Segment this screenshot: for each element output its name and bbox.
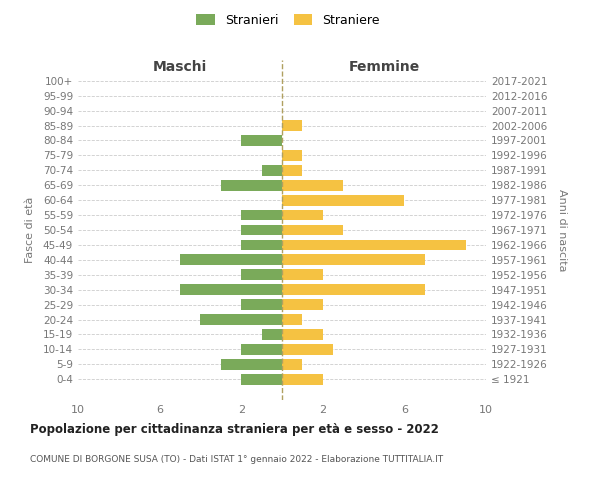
Bar <box>241 135 282 146</box>
Bar <box>241 344 282 354</box>
Bar <box>262 165 282 175</box>
Bar <box>282 329 323 340</box>
Bar <box>221 180 282 190</box>
Bar <box>282 165 302 175</box>
Text: Maschi: Maschi <box>153 60 207 74</box>
Bar <box>241 374 282 384</box>
Bar <box>262 329 282 340</box>
Legend: Stranieri, Straniere: Stranieri, Straniere <box>191 8 385 32</box>
Bar <box>241 270 282 280</box>
Bar <box>221 359 282 370</box>
Bar <box>200 314 282 325</box>
Text: COMUNE DI BORGONE SUSA (TO) - Dati ISTAT 1° gennaio 2022 - Elaborazione TUTTITAL: COMUNE DI BORGONE SUSA (TO) - Dati ISTAT… <box>30 455 443 464</box>
Bar <box>241 299 282 310</box>
Bar <box>282 210 323 220</box>
Y-axis label: Anni di nascita: Anni di nascita <box>557 188 567 271</box>
Bar <box>241 224 282 235</box>
Text: Femmine: Femmine <box>349 60 419 74</box>
Bar <box>282 284 425 295</box>
Text: Popolazione per cittadinanza straniera per età e sesso - 2022: Popolazione per cittadinanza straniera p… <box>30 422 439 436</box>
Bar <box>282 299 323 310</box>
Bar <box>282 195 404 205</box>
Bar <box>282 120 302 131</box>
Bar <box>282 240 466 250</box>
Bar <box>282 374 323 384</box>
Bar <box>282 224 343 235</box>
Bar <box>282 344 333 354</box>
Bar <box>282 314 302 325</box>
Bar <box>241 240 282 250</box>
Bar <box>282 270 323 280</box>
Bar <box>180 254 282 265</box>
Bar <box>282 150 302 161</box>
Y-axis label: Fasce di età: Fasce di età <box>25 197 35 263</box>
Bar <box>282 254 425 265</box>
Bar <box>241 210 282 220</box>
Bar <box>282 359 302 370</box>
Bar <box>282 180 343 190</box>
Bar <box>180 284 282 295</box>
